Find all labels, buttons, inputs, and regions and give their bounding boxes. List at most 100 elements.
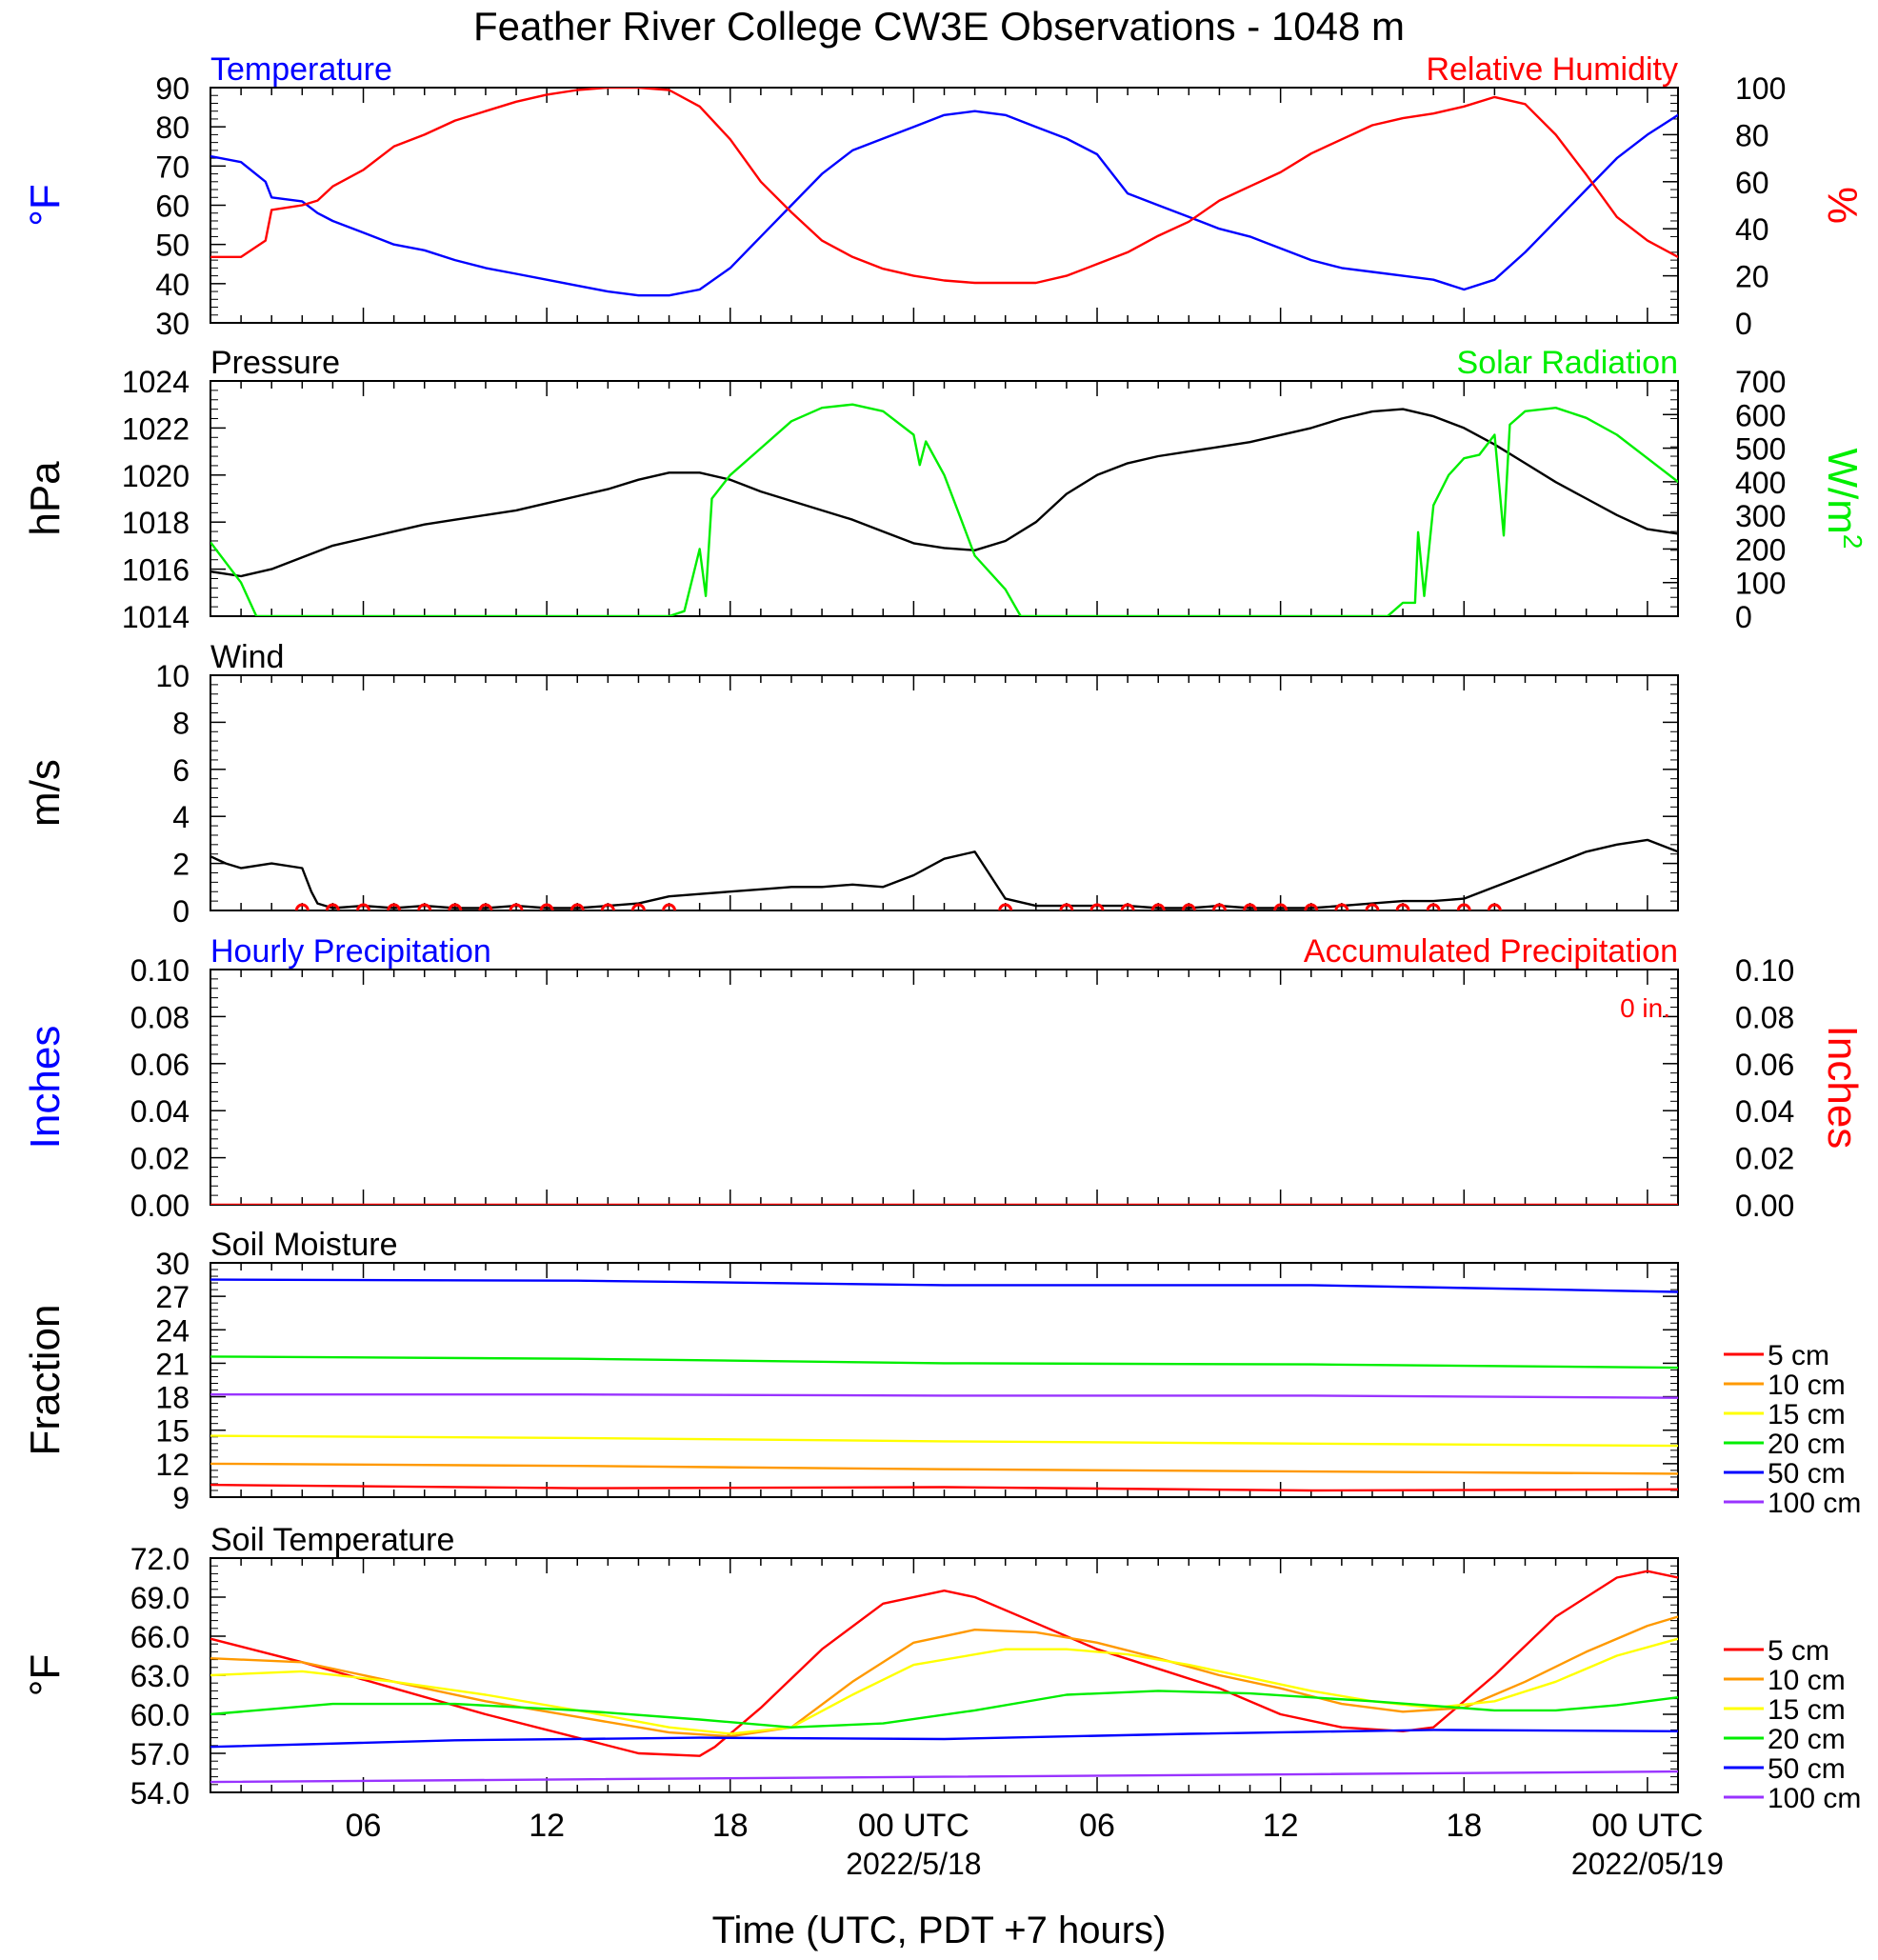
wind-calm-circle: [1365, 903, 1380, 910]
series-line-100-cm: [210, 1770, 1678, 1784]
y-tick-label: 0.04: [130, 1094, 190, 1129]
series-group: [210, 838, 1678, 910]
wind-calm-circle: [387, 903, 402, 910]
y-tick-label: 30: [155, 307, 190, 341]
panel-title-left: Hourly Precipitation: [210, 933, 491, 970]
panel-title-left: Soil Moisture: [210, 1227, 398, 1263]
panel-soil_temperature: 54.0 57.0 60.0 63.0 66.0 69.0 72.0 Soil Tempera…: [22, 1522, 1861, 1814]
plot-frame: [210, 1557, 1679, 1793]
wind-calm-circle: [662, 903, 677, 910]
y-tick-label: 60.0: [130, 1698, 190, 1732]
plot-frame: [210, 674, 1679, 911]
y-axis-label: m/s: [22, 759, 69, 827]
y2-tick-label: 200: [1735, 532, 1786, 567]
y-tick-label: 57.0: [130, 1737, 190, 1771]
wind-calm-circle: [417, 903, 432, 910]
legend-label: 100 cm: [1768, 1783, 1861, 1814]
wind-calm-circle: [539, 903, 554, 910]
panel-title-left: Wind: [210, 639, 284, 675]
y-tick-label: 4: [172, 800, 190, 834]
y2-tick-label: 700: [1735, 365, 1786, 399]
y-axis-label: Inches: [22, 1026, 69, 1150]
y2-tick-label: 500: [1735, 432, 1786, 467]
y-tick-label: 6: [172, 753, 190, 788]
y2-axis-label: %: [1819, 187, 1866, 224]
y-tick-label: 63.0: [130, 1659, 190, 1693]
panel-annotation: 0 in.: [1620, 993, 1670, 1023]
panel-title-left: Temperature: [210, 51, 392, 88]
y-tick-label: 2: [172, 848, 190, 882]
y-tick-label: 0: [172, 894, 190, 929]
series-line-50-cm: [210, 1729, 1678, 1749]
y-tick-label: 0.06: [130, 1048, 190, 1082]
wind-calm-circle: [294, 903, 310, 910]
y2-tick-label: 0.06: [1735, 1048, 1794, 1082]
y-tick-label: 8: [172, 706, 190, 740]
wind-calm-circle: [1456, 903, 1471, 910]
y-tick-label: 0.10: [130, 953, 190, 988]
y-tick-label: 54.0: [130, 1776, 190, 1810]
y-tick-label: 15: [155, 1414, 190, 1449]
y2-axis-label: W/m2: [1819, 449, 1868, 550]
y2-tick-label: 300: [1735, 499, 1786, 533]
y-tick-label: 1022: [122, 411, 190, 446]
wind-calm-circle: [1089, 903, 1105, 910]
panel-pressure_solar: 1014 1016 1018 1020 1022 1024 0100200300400500…: [22, 345, 1868, 634]
wind-calm-circle: [1273, 903, 1289, 910]
y-tick-label: 1020: [122, 459, 190, 493]
series-line-20-cm: [210, 1690, 1678, 1729]
y-tick-label: 9: [172, 1481, 190, 1515]
series-group: [210, 88, 1678, 297]
y2-tick-label: 600: [1735, 398, 1786, 432]
series-line-100-cm: [210, 1393, 1678, 1399]
y-tick-label: 30: [155, 1247, 190, 1281]
x-tick-label: 12: [529, 1808, 565, 1844]
legend-label: 15 cm: [1768, 1399, 1846, 1430]
legend-label: 100 cm: [1768, 1488, 1861, 1519]
y-tick-label: 1016: [122, 553, 190, 588]
legend-label: 15 cm: [1768, 1694, 1846, 1726]
y2-tick-label: 0.08: [1735, 1000, 1794, 1034]
plot-frame: [210, 969, 1679, 1206]
y2-tick-label: 100: [1735, 567, 1786, 601]
series-line-50-cm: [210, 1278, 1678, 1293]
wind-calm-circle: [600, 903, 615, 910]
y2-axis-label-text: Inches: [1819, 1026, 1866, 1150]
y2-axis-label-sup: 2: [1838, 534, 1868, 550]
panel-wind: 0 2 4 6 8 10 Wind m/s: [22, 639, 1679, 929]
series-line-solar-radiation: [210, 403, 1678, 616]
y-tick-label: 90: [155, 71, 190, 106]
wind-calm-circle: [325, 903, 340, 910]
panel-precip: 0.00 0.02 0.04 0.06 0.08 0.10 0.00 0.02 0.04 0.06…: [22, 933, 1866, 1223]
y-tick-label: 10: [155, 659, 190, 693]
panel-title-right: Relative Humidity: [1426, 51, 1678, 88]
y-tick-label: 80: [155, 110, 190, 145]
legend-label: 10 cm: [1768, 1370, 1846, 1401]
panel-temp_rh: 30 40 50 60 70 80 90 0 20 40 60 80 100 Temperature Rel…: [22, 51, 1866, 341]
y2-tick-label: 400: [1735, 466, 1786, 500]
x-date-label: 2022/5/18: [846, 1847, 981, 1881]
panel-title-left: Soil Temperature: [210, 1522, 454, 1558]
y2-axis-label-text: W/m: [1819, 449, 1866, 534]
y-tick-label: 69.0: [130, 1581, 190, 1615]
wind-calm-circle: [998, 903, 1013, 910]
wind-calm-circle: [1395, 903, 1410, 910]
panel-title-right: Accumulated Precipitation: [1304, 933, 1678, 970]
y-axis-label: °F: [22, 184, 69, 226]
y-tick-label: 0.08: [130, 1000, 190, 1034]
series-line-5-cm: [210, 1483, 1678, 1492]
x-tick-label: 00 UTC: [858, 1808, 969, 1844]
panel-title-left: Pressure: [210, 345, 340, 381]
y-tick-label: 1024: [122, 365, 190, 399]
wind-calm-circle: [1334, 903, 1349, 910]
y-tick-label: 0.02: [130, 1142, 190, 1176]
x-tick-label: 06: [346, 1808, 382, 1844]
y2-axis-label-text: %: [1819, 187, 1866, 224]
y-tick-label: 24: [155, 1313, 190, 1348]
x-tick-label: 18: [712, 1808, 749, 1844]
wind-calm-circle: [356, 903, 371, 910]
legend-label: 20 cm: [1768, 1724, 1846, 1755]
series-line-10-cm: [210, 1462, 1678, 1475]
y-tick-label: 72.0: [130, 1542, 190, 1576]
